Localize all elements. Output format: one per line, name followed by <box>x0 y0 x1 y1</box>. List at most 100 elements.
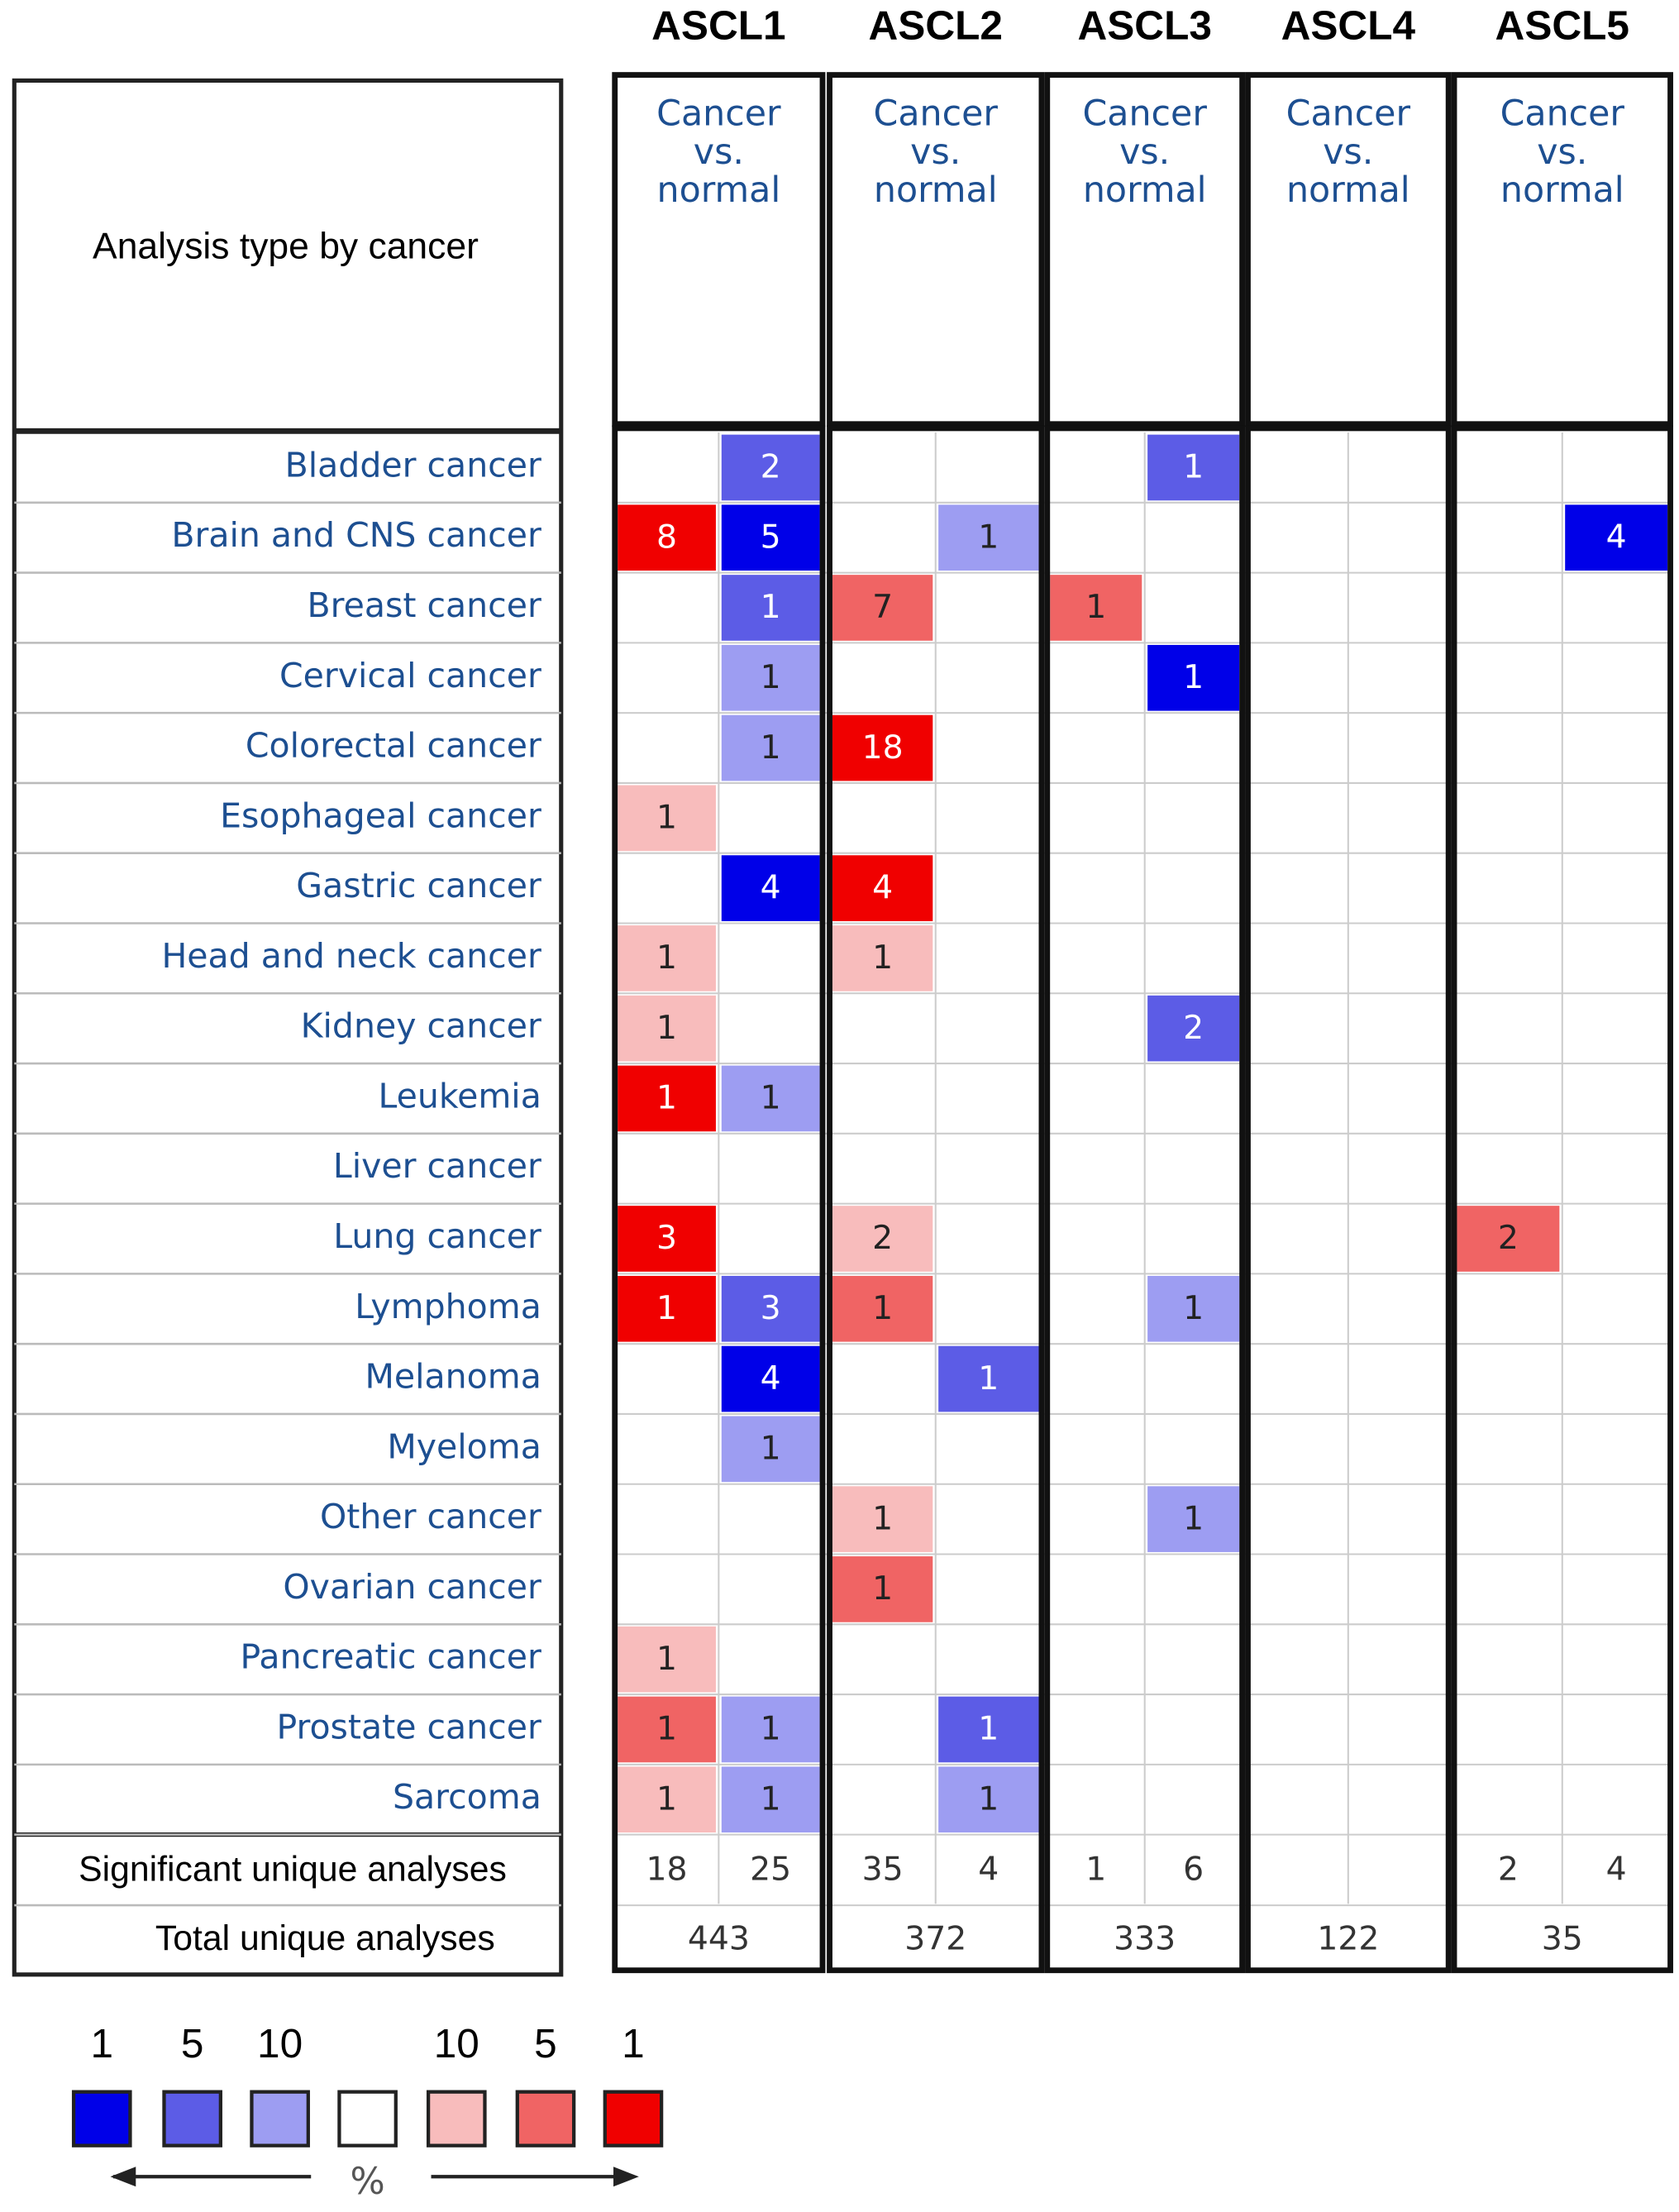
cell <box>832 925 933 991</box>
legend-swatch <box>337 2090 398 2148</box>
cell <box>1147 644 1240 711</box>
cell <box>618 504 716 571</box>
cell <box>832 855 933 921</box>
cell-value: 1 <box>761 1080 781 1117</box>
cell-value: 3 <box>656 1220 677 1257</box>
legend-swatch <box>515 2090 576 2148</box>
cell-value: 4 <box>761 869 781 906</box>
cell-value: 1 <box>761 729 781 767</box>
analysis-type: Cancer <box>1082 93 1207 135</box>
legend-unit: % <box>350 2161 384 2203</box>
cell <box>1147 1486 1240 1552</box>
analysis-type: vs. <box>1537 131 1587 173</box>
cell-value: 1 <box>656 1290 677 1327</box>
analysis-type: normal <box>1286 170 1410 211</box>
gene-header-box <box>1451 72 1673 428</box>
cell <box>618 1626 716 1693</box>
cell <box>721 1275 820 1342</box>
row-label: Brain and CNS cancer <box>171 515 541 555</box>
cell <box>938 1345 1039 1412</box>
total-count: 372 <box>904 1920 966 1957</box>
analysis-type: normal <box>874 170 998 211</box>
gene-name: ASCL1 <box>651 2 785 48</box>
cell <box>832 714 933 781</box>
row-label: Breast cancer <box>308 585 541 625</box>
arrow-head <box>110 2167 136 2187</box>
cell-value: 1 <box>978 518 999 556</box>
analysis-type: Cancer <box>656 93 781 135</box>
cell-value: 1 <box>1183 659 1204 696</box>
analysis-type: Cancer <box>874 93 999 135</box>
legend-label: 1 <box>90 2020 113 2066</box>
row-label: Sarcoma <box>393 1777 541 1817</box>
legend-label: 5 <box>534 2020 557 2066</box>
cell-value: 1 <box>978 1360 999 1397</box>
row-label: Head and neck cancer <box>161 936 541 976</box>
cell-value: 4 <box>761 1360 781 1397</box>
significant-count: 4 <box>1606 1851 1627 1889</box>
cell <box>721 575 820 641</box>
legend-label: 5 <box>181 2020 204 2066</box>
significant-count: 2 <box>1498 1851 1519 1889</box>
cell-value: 1 <box>656 1780 677 1818</box>
cell-value: 1 <box>872 1500 893 1537</box>
cell <box>618 1696 716 1763</box>
cell <box>1147 995 1240 1062</box>
cell-value: 2 <box>1183 1010 1204 1047</box>
significant-count: 18 <box>646 1851 688 1889</box>
cell-value: 18 <box>862 729 904 767</box>
cell <box>832 1275 933 1342</box>
cell <box>832 1556 933 1622</box>
cell <box>1147 434 1240 501</box>
cell <box>721 1696 820 1763</box>
significant-count: 6 <box>1183 1851 1204 1889</box>
footer-label: Total unique analyses <box>155 1918 495 1958</box>
row-label: Lung cancer <box>333 1216 541 1256</box>
legend-swatch <box>71 2090 132 2148</box>
gene-name: ASCL2 <box>869 2 1003 48</box>
arrow-head <box>613 2167 639 2187</box>
cell-value: 1 <box>872 1570 893 1608</box>
row-label: Esophageal cancer <box>220 795 541 835</box>
analysis-type: Cancer <box>1500 93 1625 135</box>
cell-value: 1 <box>761 659 781 696</box>
gene-body-box <box>612 425 826 1974</box>
gene-header-box <box>612 72 826 428</box>
row-label: Colorectal cancer <box>246 726 541 766</box>
cell-value: 1 <box>1183 1290 1204 1327</box>
row-label: Other cancer <box>320 1497 541 1536</box>
row-label: Pancreatic cancer <box>241 1637 541 1677</box>
analysis-type: vs. <box>1323 131 1373 173</box>
legend-label: 1 <box>622 2020 645 2066</box>
cell-value: 1 <box>761 1780 781 1818</box>
cell-value: 7 <box>872 589 893 626</box>
analysis-type: normal <box>1083 170 1207 211</box>
row-header: Analysis type by cancer <box>93 227 479 267</box>
cell-value: 1 <box>656 800 677 837</box>
cell-value: 1 <box>656 1010 677 1047</box>
cell <box>721 434 820 501</box>
row-label: Ovarian cancer <box>283 1567 541 1607</box>
cell <box>721 1065 820 1132</box>
cell-value: 2 <box>1498 1220 1519 1257</box>
cell-value: 1 <box>656 1711 677 1748</box>
gene-body-box <box>1245 425 1452 1974</box>
cell <box>938 1696 1039 1763</box>
legend-swatch <box>162 2090 222 2148</box>
gene-header-box <box>1245 72 1452 428</box>
analysis-type: vs. <box>910 131 961 173</box>
cell <box>721 644 820 711</box>
significant-count: 35 <box>862 1851 904 1889</box>
cell <box>832 1206 933 1272</box>
cell <box>721 855 820 921</box>
analysis-type: vs. <box>1119 131 1170 173</box>
row-label: Cervical cancer <box>279 656 541 695</box>
cell <box>721 1766 820 1833</box>
cell <box>832 575 933 641</box>
cell <box>938 504 1039 571</box>
gene-name: ASCL4 <box>1281 2 1416 48</box>
footer-label: Significant unique analyses <box>79 1849 507 1889</box>
gene-header-box <box>827 72 1045 428</box>
cell-value: 1 <box>978 1780 999 1818</box>
